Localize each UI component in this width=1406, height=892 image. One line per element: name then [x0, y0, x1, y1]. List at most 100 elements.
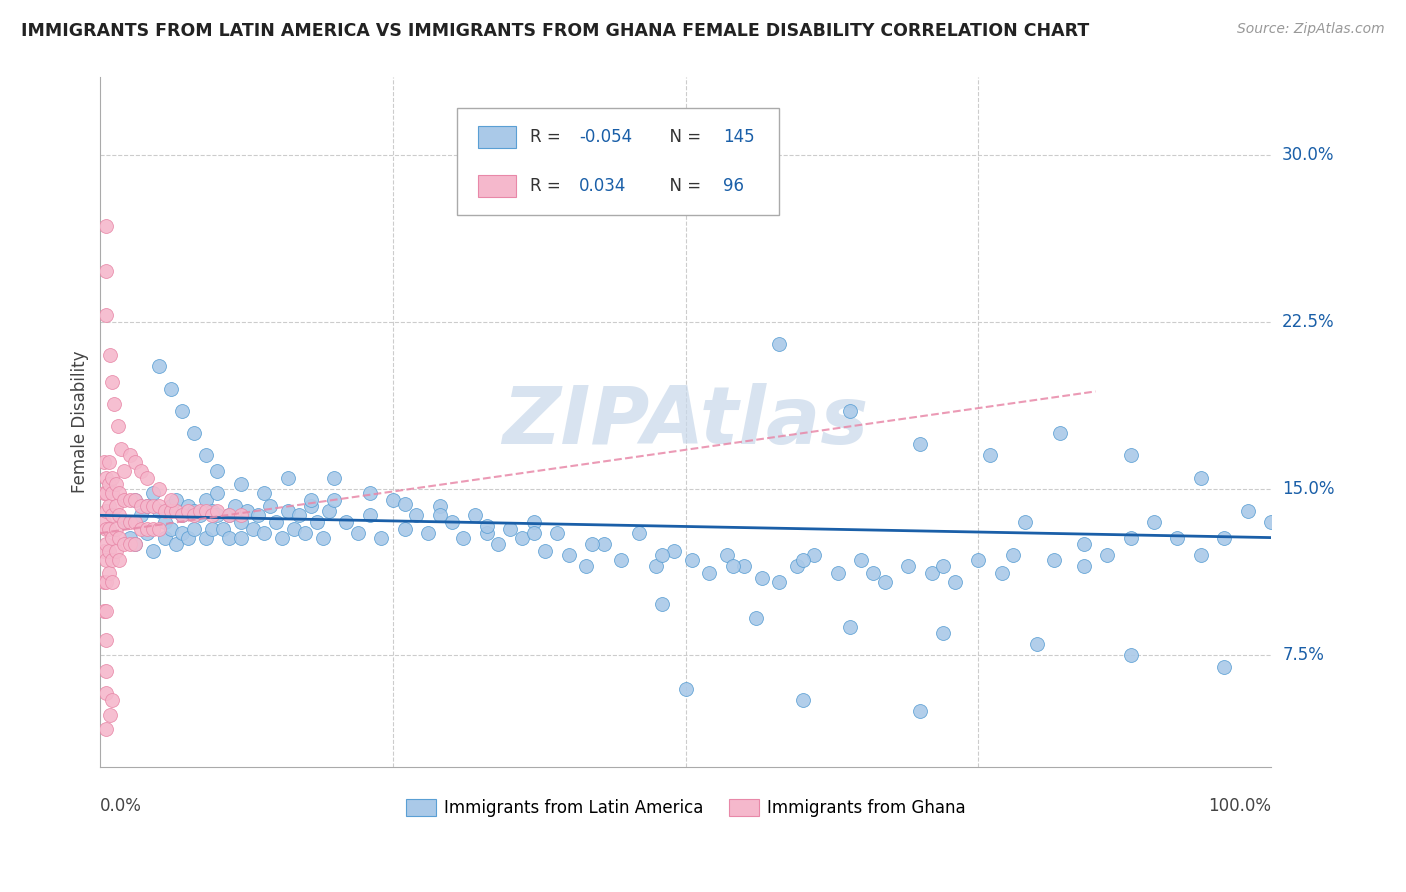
- Point: [98, 708, 121, 723]
- Point: [475, 526, 498, 541]
- Point: [188, 508, 211, 523]
- Point: [499, 522, 522, 536]
- Point: [124, 537, 146, 551]
- Point: [200, 508, 222, 523]
- Point: [148, 500, 170, 514]
- Point: [786, 559, 808, 574]
- Point: [575, 559, 598, 574]
- Point: [207, 464, 229, 478]
- Point: [1025, 637, 1047, 651]
- Point: [675, 681, 697, 696]
- Point: [136, 470, 159, 484]
- Point: [153, 515, 176, 529]
- Point: [200, 522, 222, 536]
- Point: [108, 553, 131, 567]
- Point: [124, 492, 146, 507]
- Text: 145: 145: [723, 128, 755, 146]
- Point: [921, 566, 943, 581]
- Point: [305, 515, 328, 529]
- Point: [1119, 648, 1142, 663]
- Point: [194, 504, 217, 518]
- Point: [159, 382, 181, 396]
- Point: [207, 508, 229, 523]
- Point: [148, 522, 170, 536]
- Text: 0.0%: 0.0%: [100, 797, 142, 815]
- Point: [177, 504, 200, 518]
- Point: [112, 515, 135, 529]
- Point: [97, 522, 120, 536]
- Point: [194, 448, 217, 462]
- Point: [159, 500, 181, 514]
- Point: [803, 549, 825, 563]
- Point: [697, 160, 720, 174]
- Point: [142, 544, 165, 558]
- Point: [194, 492, 217, 507]
- Point: [101, 486, 124, 500]
- Text: 15.0%: 15.0%: [1282, 480, 1334, 498]
- Point: [118, 492, 141, 507]
- Point: [93, 575, 115, 590]
- Point: [768, 575, 790, 590]
- Point: [1166, 531, 1188, 545]
- Point: [142, 500, 165, 514]
- Point: [253, 486, 276, 500]
- Point: [429, 508, 451, 523]
- Point: [96, 219, 118, 234]
- Point: [97, 500, 120, 514]
- Point: [721, 559, 744, 574]
- Text: 22.5%: 22.5%: [1282, 313, 1334, 331]
- Point: [97, 566, 120, 581]
- Point: [967, 553, 990, 567]
- Point: [183, 426, 205, 441]
- Point: [247, 508, 270, 523]
- Point: [312, 531, 335, 545]
- Point: [97, 477, 120, 491]
- Text: 30.0%: 30.0%: [1282, 146, 1334, 164]
- Point: [522, 526, 544, 541]
- Point: [172, 404, 194, 418]
- Point: [645, 559, 668, 574]
- Point: [98, 348, 121, 362]
- Point: [212, 522, 235, 536]
- Point: [1073, 559, 1095, 574]
- Point: [200, 504, 222, 518]
- Point: [299, 492, 322, 507]
- Point: [1049, 426, 1071, 441]
- Point: [136, 500, 159, 514]
- Point: [148, 482, 170, 496]
- Point: [118, 531, 141, 545]
- Point: [165, 492, 187, 507]
- Point: [359, 486, 381, 500]
- Point: [172, 508, 194, 523]
- Point: [557, 549, 579, 563]
- Point: [183, 504, 205, 518]
- Point: [104, 477, 127, 491]
- Point: [370, 531, 392, 545]
- Point: [124, 492, 146, 507]
- Point: [110, 442, 132, 456]
- Point: [96, 264, 118, 278]
- Point: [429, 500, 451, 514]
- Point: [908, 704, 931, 718]
- Point: [96, 722, 118, 736]
- Point: [118, 515, 141, 529]
- Point: [124, 455, 146, 469]
- Point: [97, 455, 120, 469]
- Point: [136, 526, 159, 541]
- Point: [1260, 515, 1282, 529]
- Point: [451, 531, 474, 545]
- Point: [1014, 515, 1036, 529]
- Point: [131, 464, 153, 478]
- Point: [159, 522, 181, 536]
- Point: [897, 559, 920, 574]
- Point: [229, 515, 252, 529]
- Point: [294, 526, 316, 541]
- Point: [207, 486, 229, 500]
- Point: [475, 519, 498, 533]
- Point: [159, 492, 181, 507]
- FancyBboxPatch shape: [478, 176, 516, 197]
- Point: [610, 553, 633, 567]
- Text: R =: R =: [530, 128, 567, 146]
- Point: [112, 464, 135, 478]
- Point: [851, 553, 873, 567]
